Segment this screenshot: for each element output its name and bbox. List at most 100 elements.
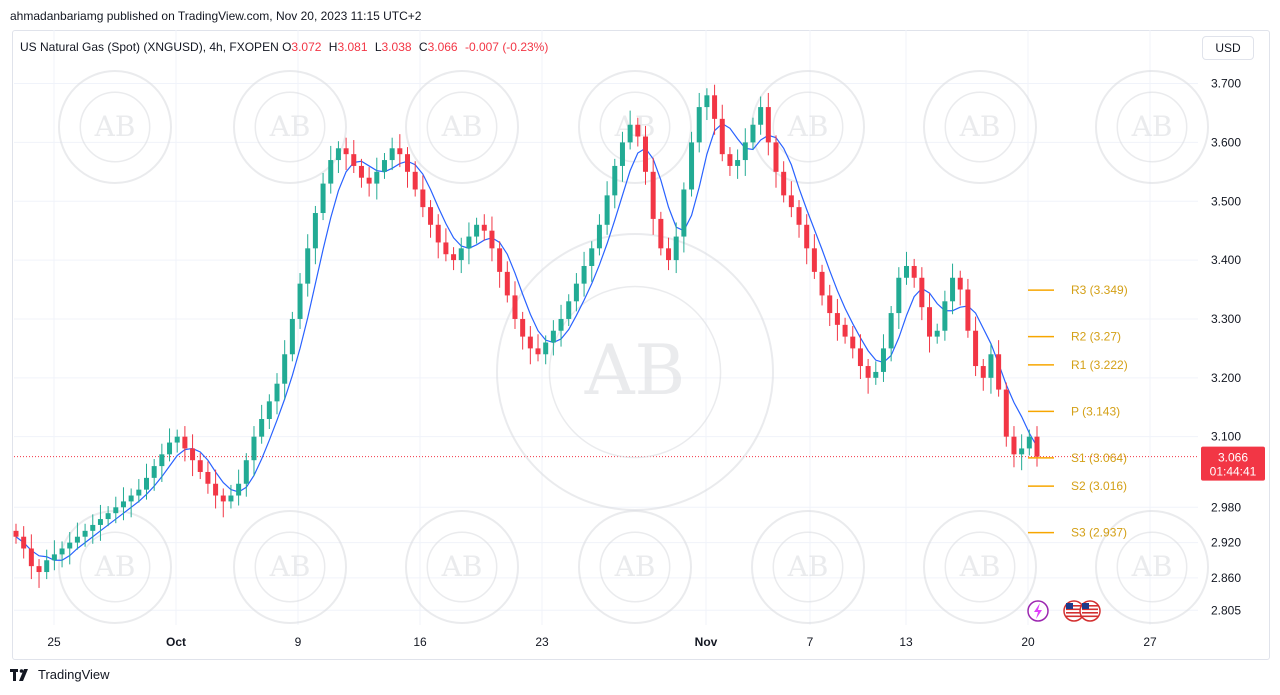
y-tick-label: 3.600 — [1211, 135, 1241, 149]
candle-body — [819, 271, 825, 296]
candle-body — [650, 171, 656, 219]
close-label: C — [418, 40, 428, 54]
x-tick-label: 7 — [807, 635, 814, 649]
candle-body — [489, 230, 495, 249]
currency-button[interactable]: USD — [1202, 36, 1254, 60]
candle-body — [996, 354, 1002, 390]
watermark-badge: AB — [233, 510, 347, 624]
candle-body — [59, 548, 65, 555]
candle-body — [113, 507, 119, 514]
candle-body — [159, 454, 165, 467]
y-axis: 3.700 3.600 3.500 3.400 3.300 3.200 3.100 2.980… — [1211, 77, 1241, 618]
candles — [13, 84, 1040, 588]
pivot-label: R2 (3.27) — [1071, 330, 1121, 344]
candle-body — [167, 442, 173, 455]
grid — [14, 30, 1198, 625]
y-tick-label: 3.100 — [1211, 430, 1241, 444]
candle-body — [90, 524, 96, 531]
x-axis: 25 Oct 9 16 23 Nov 7 13 20 27 — [47, 635, 1157, 649]
candle-body — [82, 530, 88, 537]
low-label: L — [374, 40, 382, 54]
watermark-badge: AB — [1095, 70, 1209, 184]
candle-body — [1003, 389, 1009, 437]
watermark-inner-ring — [599, 91, 671, 163]
candle-body — [566, 301, 572, 319]
candle-body — [573, 283, 579, 302]
watermark-inner-ring — [599, 531, 671, 603]
countdown-timer: 01:44:41 — [1210, 465, 1257, 479]
candle-body — [834, 313, 840, 325]
candle-body — [74, 536, 80, 543]
candle-body — [612, 165, 618, 196]
x-tick-label: 25 — [47, 635, 61, 649]
candle-body — [927, 307, 933, 337]
candle-body — [443, 242, 449, 255]
watermark-badge: AB — [751, 510, 865, 624]
candle-body — [282, 354, 288, 384]
candle-body — [788, 195, 794, 208]
candle-body — [351, 154, 357, 166]
candle-body — [973, 330, 979, 367]
watermark-inner-ring — [254, 531, 326, 603]
candle-body — [742, 142, 748, 161]
candle-body — [642, 136, 648, 172]
watermark-ring — [751, 510, 865, 624]
candle-body — [758, 107, 764, 125]
lightning-icon[interactable] — [1027, 600, 1049, 622]
open-label: O — [282, 40, 292, 54]
us-flag-icon[interactable] — [1063, 600, 1101, 622]
candle-body — [197, 460, 203, 472]
watermark-badge-large: AB — [496, 233, 774, 511]
candle-body — [405, 154, 411, 172]
candle-body — [857, 348, 863, 367]
change-value: -0.007 (-0.23%) — [464, 40, 549, 54]
candle-body — [596, 224, 602, 249]
candle-body — [750, 124, 756, 143]
watermark-letters: AB — [441, 550, 483, 583]
candle-body — [374, 171, 380, 184]
candle-body — [251, 436, 257, 461]
watermark-badge: AB — [578, 70, 692, 184]
watermark-inner-ring — [944, 531, 1016, 603]
watermark-ring — [233, 510, 347, 624]
candle-body — [988, 354, 994, 378]
candle-body — [312, 213, 318, 249]
watermark-letters: AB — [614, 110, 656, 143]
watermark-badge: AB — [751, 70, 865, 184]
watermark-letters: AB — [94, 550, 136, 583]
candle-body — [343, 148, 349, 155]
x-tick-label: 20 — [1021, 635, 1035, 649]
candle-body — [811, 248, 817, 272]
watermark-letters: AB — [441, 110, 483, 143]
candle-body — [297, 283, 303, 319]
candle-body — [205, 471, 211, 484]
x-tick-label: 9 — [295, 635, 302, 649]
candle-body — [474, 224, 480, 237]
candle-body — [466, 236, 472, 249]
candle-body — [658, 218, 664, 249]
candle-body — [236, 483, 242, 496]
symbol-legend: US Natural Gas (Spot) (XNGUSD), 4h, FXOP… — [20, 40, 552, 54]
flag-stripe — [1066, 605, 1082, 607]
candle-body — [627, 124, 633, 143]
flag-canton — [1066, 603, 1073, 609]
flag-stripe — [1066, 608, 1082, 611]
candle-body — [581, 265, 587, 284]
y-tick-label: 2.860 — [1211, 571, 1241, 585]
y-tick-label: 3.700 — [1211, 77, 1241, 91]
candle-body — [504, 271, 510, 296]
flag-stripe — [1082, 615, 1098, 618]
watermark-inner-ring — [1116, 91, 1188, 163]
candle-body — [850, 336, 856, 349]
candle-body — [681, 189, 687, 237]
candle-body — [243, 460, 249, 484]
candle-body — [804, 224, 810, 249]
candle-body — [44, 560, 50, 573]
watermark-ring — [405, 510, 519, 624]
candle-body — [880, 348, 886, 372]
y-tick-label: 2.920 — [1211, 536, 1241, 550]
watermark-letters: AB — [614, 550, 656, 583]
y-tick-label: 3.300 — [1211, 312, 1241, 326]
